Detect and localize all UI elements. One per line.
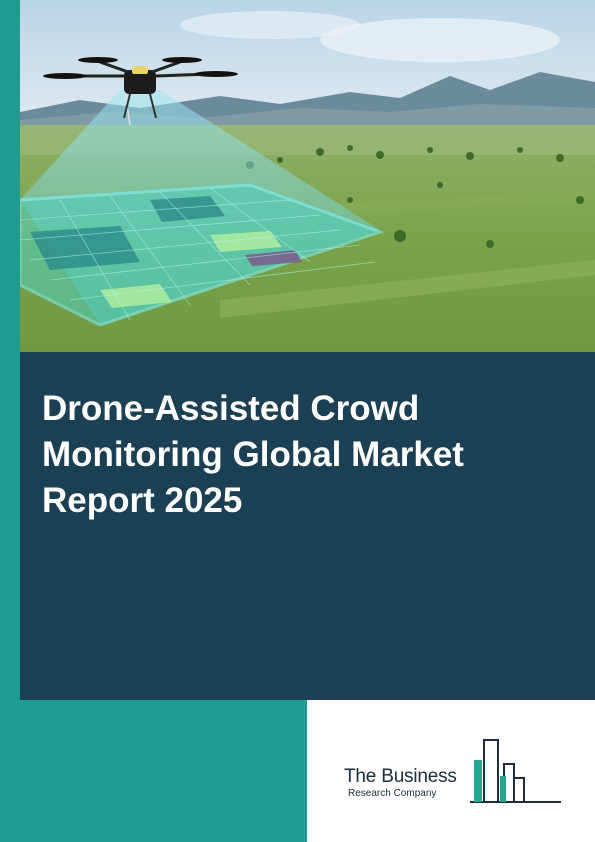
bar-chart-logo-icon bbox=[470, 739, 561, 803]
brand-tagline: Research Company bbox=[348, 788, 437, 799]
report-title: Drone-Assisted Crowd Monitoring Global M… bbox=[42, 389, 464, 520]
company-logo: The Business Research Company bbox=[340, 738, 570, 808]
left-accent-strip bbox=[0, 0, 20, 842]
title-panel: Drone-Assisted Crowd Monitoring Global M… bbox=[20, 352, 595, 700]
hero-image bbox=[20, 0, 595, 352]
drone-icon bbox=[43, 57, 238, 126]
teal-corner-block bbox=[0, 700, 307, 842]
brand-name: The Business bbox=[344, 766, 457, 787]
